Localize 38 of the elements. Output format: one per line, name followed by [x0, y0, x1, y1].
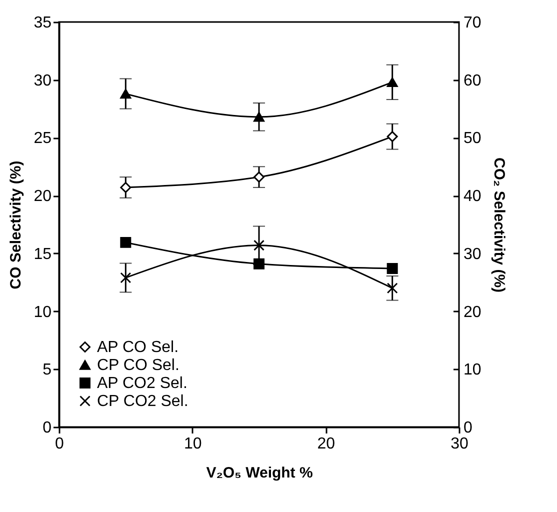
- point: [254, 240, 264, 251]
- x-tick-label: 0: [55, 436, 64, 452]
- y2-tick-label: 20: [464, 304, 482, 321]
- point: [386, 131, 398, 142]
- y-tick-label: 15: [34, 246, 52, 263]
- y-tick-label: 25: [34, 130, 52, 148]
- y-tick-label: 35: [34, 14, 52, 32]
- point: [120, 182, 132, 193]
- y2-tick-label: 70: [464, 14, 482, 32]
- y-axis-title: CO Selectivity (%): [8, 160, 25, 290]
- point: [120, 272, 132, 284]
- legend-label: AP CO2 Sel.: [97, 375, 188, 392]
- y-tick-label: 10: [34, 304, 52, 321]
- y2-tick-label: 40: [464, 188, 482, 206]
- x-tick-label: 30: [450, 436, 468, 452]
- point: [386, 77, 398, 88]
- y2-tick-label: 30: [464, 246, 482, 263]
- x-tick-label: 20: [317, 436, 336, 452]
- y-tick-label: 5: [42, 362, 52, 379]
- legend-label: CP CO2 Sel.: [97, 393, 188, 410]
- point: [254, 172, 264, 183]
- y2-tick-label: 50: [464, 130, 482, 148]
- x-tick-label: 10: [184, 436, 202, 452]
- point: [120, 88, 132, 99]
- y2-tick-label: 10: [464, 362, 482, 379]
- point: [386, 282, 398, 294]
- y2-tick-label: 60: [464, 72, 482, 90]
- y-tick-label: 30: [34, 72, 52, 90]
- legend-label: AP CO Sel.: [97, 339, 179, 356]
- point: [120, 236, 132, 248]
- x-axis-title: V₂O₅ Weight %: [206, 464, 313, 482]
- point: [386, 262, 398, 274]
- y2-axis-title: CO₂ Selectivity (%): [490, 157, 508, 293]
- y-tick-label: 0: [42, 420, 52, 436]
- legend-label: CP CO Sel.: [97, 357, 180, 374]
- y2-tick-label: 0: [464, 420, 472, 436]
- point: [254, 112, 264, 122]
- y-tick-label: 20: [34, 188, 52, 206]
